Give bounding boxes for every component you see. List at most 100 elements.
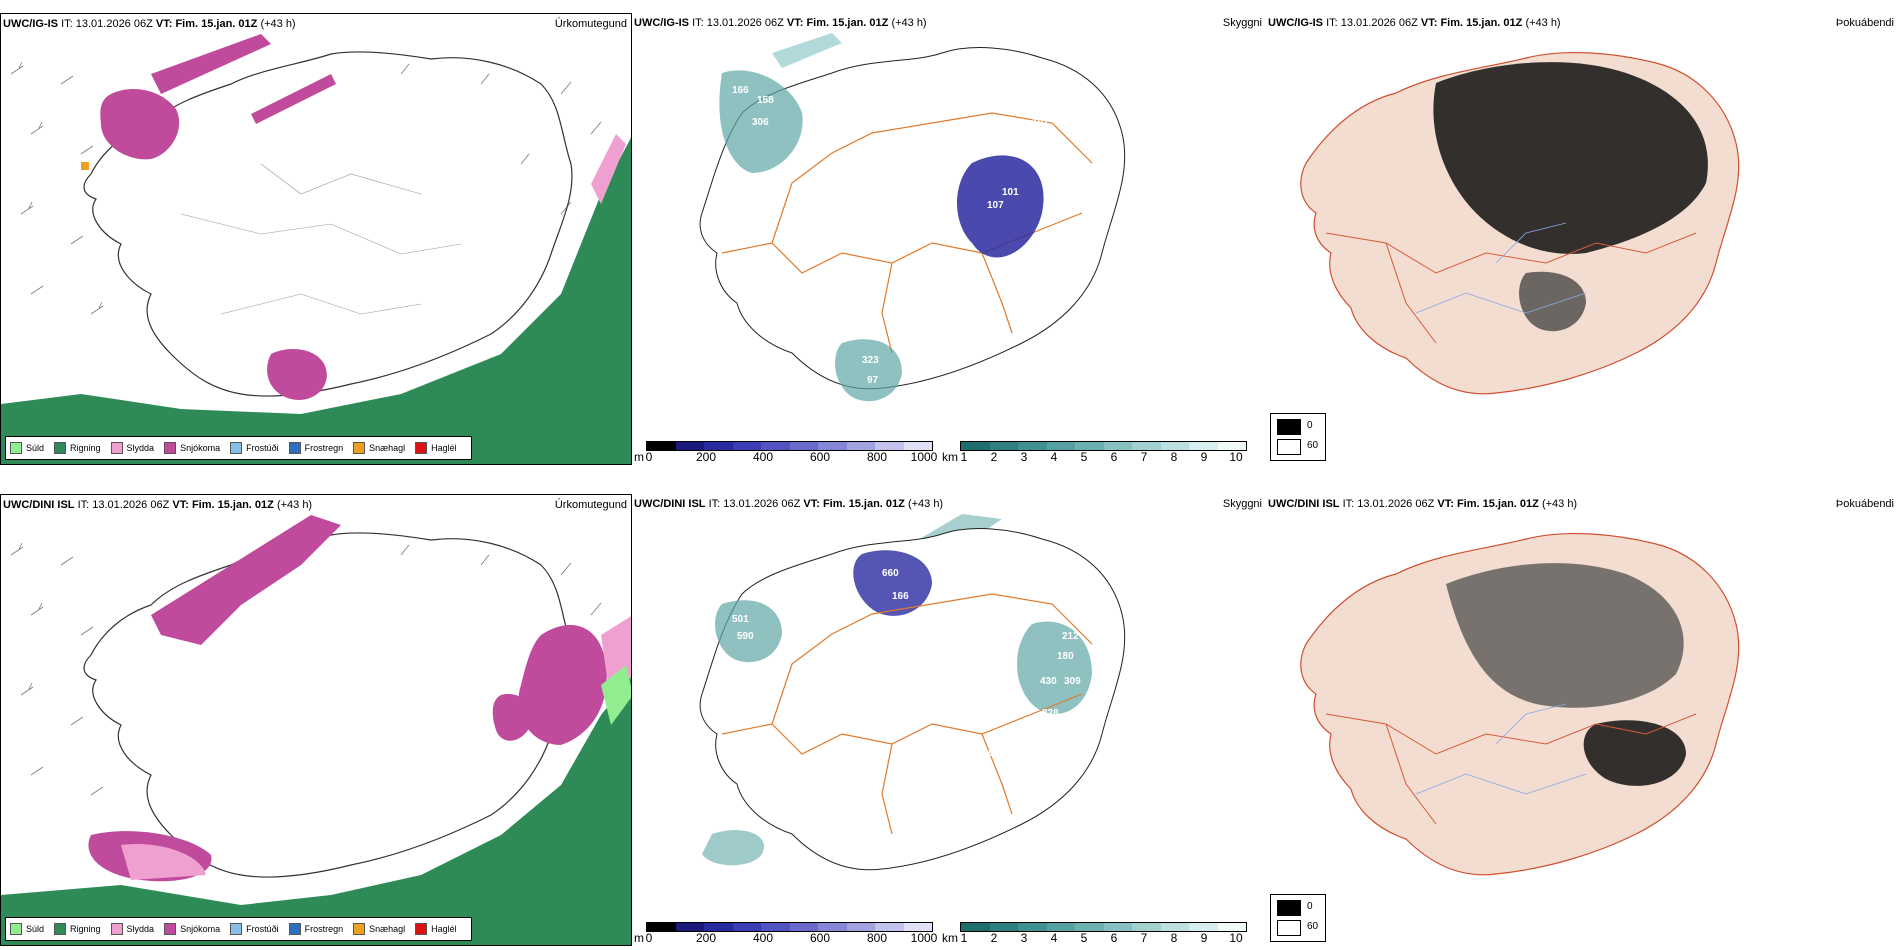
legend-item: Snjókoma xyxy=(164,442,220,454)
colorbar-tick: 5 xyxy=(1080,450,1088,464)
precip-type-panel-bottom: UWC/DINI ISL IT: 13.01.2026 06Z VT: Fim.… xyxy=(0,494,632,946)
visibility-area xyxy=(1017,621,1092,714)
panel-title: UWC/IG-IS IT: 13.01.2026 06Z VT: Fim. 15… xyxy=(1268,17,1561,29)
ceiling-label: 660 xyxy=(882,568,899,579)
cloud-map: 166 158 306 101 107 101 188 323 97 127 xyxy=(699,33,1126,402)
colorbar-tick: 2 xyxy=(990,931,998,945)
iceland-outline xyxy=(699,528,1126,871)
visibility-colorbar: km 1 2 3 4 5 6 7 8 9 10 xyxy=(942,441,1262,464)
cloud-map: 660 166 501 590 106 212 180 430 309 828 … xyxy=(699,514,1126,871)
colorbar-tick: 7 xyxy=(1140,931,1148,945)
colorbar-tick: 400 xyxy=(752,450,774,464)
ceiling-label: 590 xyxy=(737,631,754,642)
panel-name: Úrkomutegund xyxy=(554,18,627,30)
colorbar-tick: 1 xyxy=(960,931,968,945)
fog-map xyxy=(1300,51,1740,395)
legend-item: Frostregn xyxy=(288,442,343,454)
cloud-base-area xyxy=(957,155,1044,258)
visibility-area xyxy=(835,339,902,402)
iceland-outline xyxy=(83,51,573,397)
fog-legend: 0 60 xyxy=(1270,894,1326,942)
wind-barbs xyxy=(10,61,612,335)
panel-title: UWC/IG-IS IT: 13.01.2026 06Z VT: Fim. 15… xyxy=(3,18,296,30)
panel-title: UWC/DINI ISL IT: 13.01.2026 06Z VT: Fim.… xyxy=(1268,498,1578,510)
legend-item: Frostúði xyxy=(230,923,279,935)
colorbar-unit: m xyxy=(634,450,644,464)
ceiling-labels: 660 166 501 590 106 212 180 430 309 828 … xyxy=(732,561,1081,759)
fog-legend-label: 60 xyxy=(1307,440,1319,451)
panel-title: UWC/DINI ISL IT: 13.01.2026 06Z VT: Fim.… xyxy=(3,499,313,511)
precip-legend: Súld Rigning Slydda Snjókoma Frostúði Fr… xyxy=(5,436,472,460)
snow-area xyxy=(151,34,271,94)
ceiling-label: 107 xyxy=(987,200,1004,211)
precip-legend: Súld Rigning Slydda Snjókoma Frostúði Fr… xyxy=(5,917,472,941)
ceiling-label: 166 xyxy=(732,85,749,96)
colorbar-tick: 3 xyxy=(1020,931,1028,945)
fog-legend-label: 60 xyxy=(1307,921,1319,932)
legend-item: Frostúði xyxy=(230,442,279,454)
ceiling-label: 106 xyxy=(977,561,994,572)
legend-item: Slydda xyxy=(110,923,154,935)
ceiling-label: 323 xyxy=(862,355,879,366)
cloud-height-colorbar: m 0 200 400 600 800 1000 xyxy=(634,441,937,464)
colorbar-tick: 10 xyxy=(1229,450,1243,464)
colorbar-tick: 4 xyxy=(1050,931,1058,945)
colorbar-tick: 10 xyxy=(1229,931,1243,945)
colorbar-tick: 9 xyxy=(1200,931,1208,945)
ceiling-label: 200 xyxy=(977,748,994,759)
fog-area xyxy=(1433,62,1708,254)
visibility-area xyxy=(715,600,782,663)
rain-area xyxy=(1,137,631,464)
ceiling-label: 97 xyxy=(867,375,879,386)
rain-area xyxy=(1,677,631,945)
panel-name: Skyggni xyxy=(1222,498,1262,510)
panel-title: UWC/DINI ISL IT: 13.01.2026 06Z VT: Fim.… xyxy=(634,498,944,510)
visibility-area xyxy=(719,70,803,173)
panel-title: UWC/IG-IS IT: 13.01.2026 06Z VT: Fim. 15… xyxy=(634,17,927,29)
colorbar-tick: 0 xyxy=(645,931,653,945)
iceland-outline xyxy=(699,47,1126,390)
colorbar-tick: 8 xyxy=(1170,450,1178,464)
legend-item: Rigning xyxy=(54,923,101,935)
fog-legend-label: 0 xyxy=(1307,901,1313,912)
colorbar-tick: 6 xyxy=(1110,931,1118,945)
precip-map xyxy=(1,34,631,464)
ceiling-label: 306 xyxy=(752,117,769,128)
legend-item: Súld xyxy=(10,923,44,935)
legend-item: Súld xyxy=(10,442,44,454)
colorbar-unit: km xyxy=(942,450,958,464)
colorbar-unit: km xyxy=(942,931,958,945)
panel-name: Þokuábendi xyxy=(1835,17,1894,29)
ceiling-label: 101 xyxy=(1032,117,1049,128)
snow-area xyxy=(492,694,532,741)
wind-barbs xyxy=(10,542,612,816)
colorbar-tick: 0 xyxy=(645,450,653,464)
drizzle-area xyxy=(601,665,631,725)
legend-item: Frostregn xyxy=(288,923,343,935)
ceiling-label: 188 xyxy=(1047,285,1064,296)
sleet-area xyxy=(121,844,206,880)
roads xyxy=(721,112,1093,354)
colorbar-tick: 2 xyxy=(990,450,998,464)
ceiling-label: 430 xyxy=(1040,676,1057,687)
cloud-height-colorbar: m 0 200 400 600 800 1000 xyxy=(634,922,937,945)
ceiling-label: 158 xyxy=(757,95,774,106)
sleet-area xyxy=(591,134,626,204)
cloud-base-area xyxy=(853,550,932,616)
colorbar-tick: 800 xyxy=(866,931,888,945)
ceiling-label: 212 xyxy=(1062,631,1079,642)
fog-area xyxy=(1446,563,1684,708)
precip-map xyxy=(1,515,631,945)
colorbar-tick: 1 xyxy=(960,450,968,464)
colorbar-tick: 3 xyxy=(1020,450,1028,464)
ceiling-label: 828 xyxy=(1042,708,1059,719)
cloud-panel-top: UWC/IG-IS IT: 13.01.2026 06Z VT: Fim. 15… xyxy=(632,13,1266,465)
ceiling-labels: 166 158 306 101 107 101 188 323 97 127 xyxy=(732,85,1079,386)
visibility-colorbar: km 1 2 3 4 5 6 7 8 9 10 xyxy=(942,922,1262,945)
colorbar-tick: 1000 xyxy=(910,450,938,464)
cloud-panel-bottom: UWC/DINI ISL IT: 13.01.2026 06Z VT: Fim.… xyxy=(632,494,1266,946)
roads xyxy=(721,593,1093,835)
colorbar-tick: 600 xyxy=(809,931,831,945)
legend-item: Haglél xyxy=(415,923,457,935)
panel-name: Úrkomutegund xyxy=(554,499,627,511)
